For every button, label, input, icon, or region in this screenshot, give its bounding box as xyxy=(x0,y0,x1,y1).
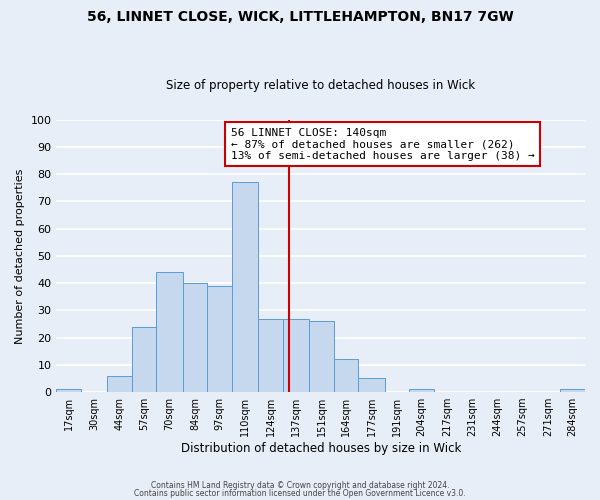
Bar xyxy=(183,283,208,392)
Text: Contains public sector information licensed under the Open Government Licence v3: Contains public sector information licen… xyxy=(134,488,466,498)
X-axis label: Distribution of detached houses by size in Wick: Distribution of detached houses by size … xyxy=(181,442,461,455)
Text: Contains HM Land Registry data © Crown copyright and database right 2024.: Contains HM Land Registry data © Crown c… xyxy=(151,481,449,490)
Bar xyxy=(560,390,585,392)
Bar xyxy=(232,182,259,392)
Bar xyxy=(259,318,283,392)
Text: 56 LINNET CLOSE: 140sqm
← 87% of detached houses are smaller (262)
13% of semi-d: 56 LINNET CLOSE: 140sqm ← 87% of detache… xyxy=(231,128,535,161)
Bar xyxy=(358,378,385,392)
Y-axis label: Number of detached properties: Number of detached properties xyxy=(15,168,25,344)
Bar xyxy=(157,272,183,392)
Bar xyxy=(107,376,132,392)
Text: 56, LINNET CLOSE, WICK, LITTLEHAMPTON, BN17 7GW: 56, LINNET CLOSE, WICK, LITTLEHAMPTON, B… xyxy=(86,10,514,24)
Bar xyxy=(208,286,232,392)
Bar xyxy=(56,390,81,392)
Bar xyxy=(334,360,358,392)
Title: Size of property relative to detached houses in Wick: Size of property relative to detached ho… xyxy=(166,79,475,92)
Bar xyxy=(409,390,434,392)
Bar xyxy=(132,326,157,392)
Bar xyxy=(310,321,334,392)
Bar xyxy=(283,318,310,392)
